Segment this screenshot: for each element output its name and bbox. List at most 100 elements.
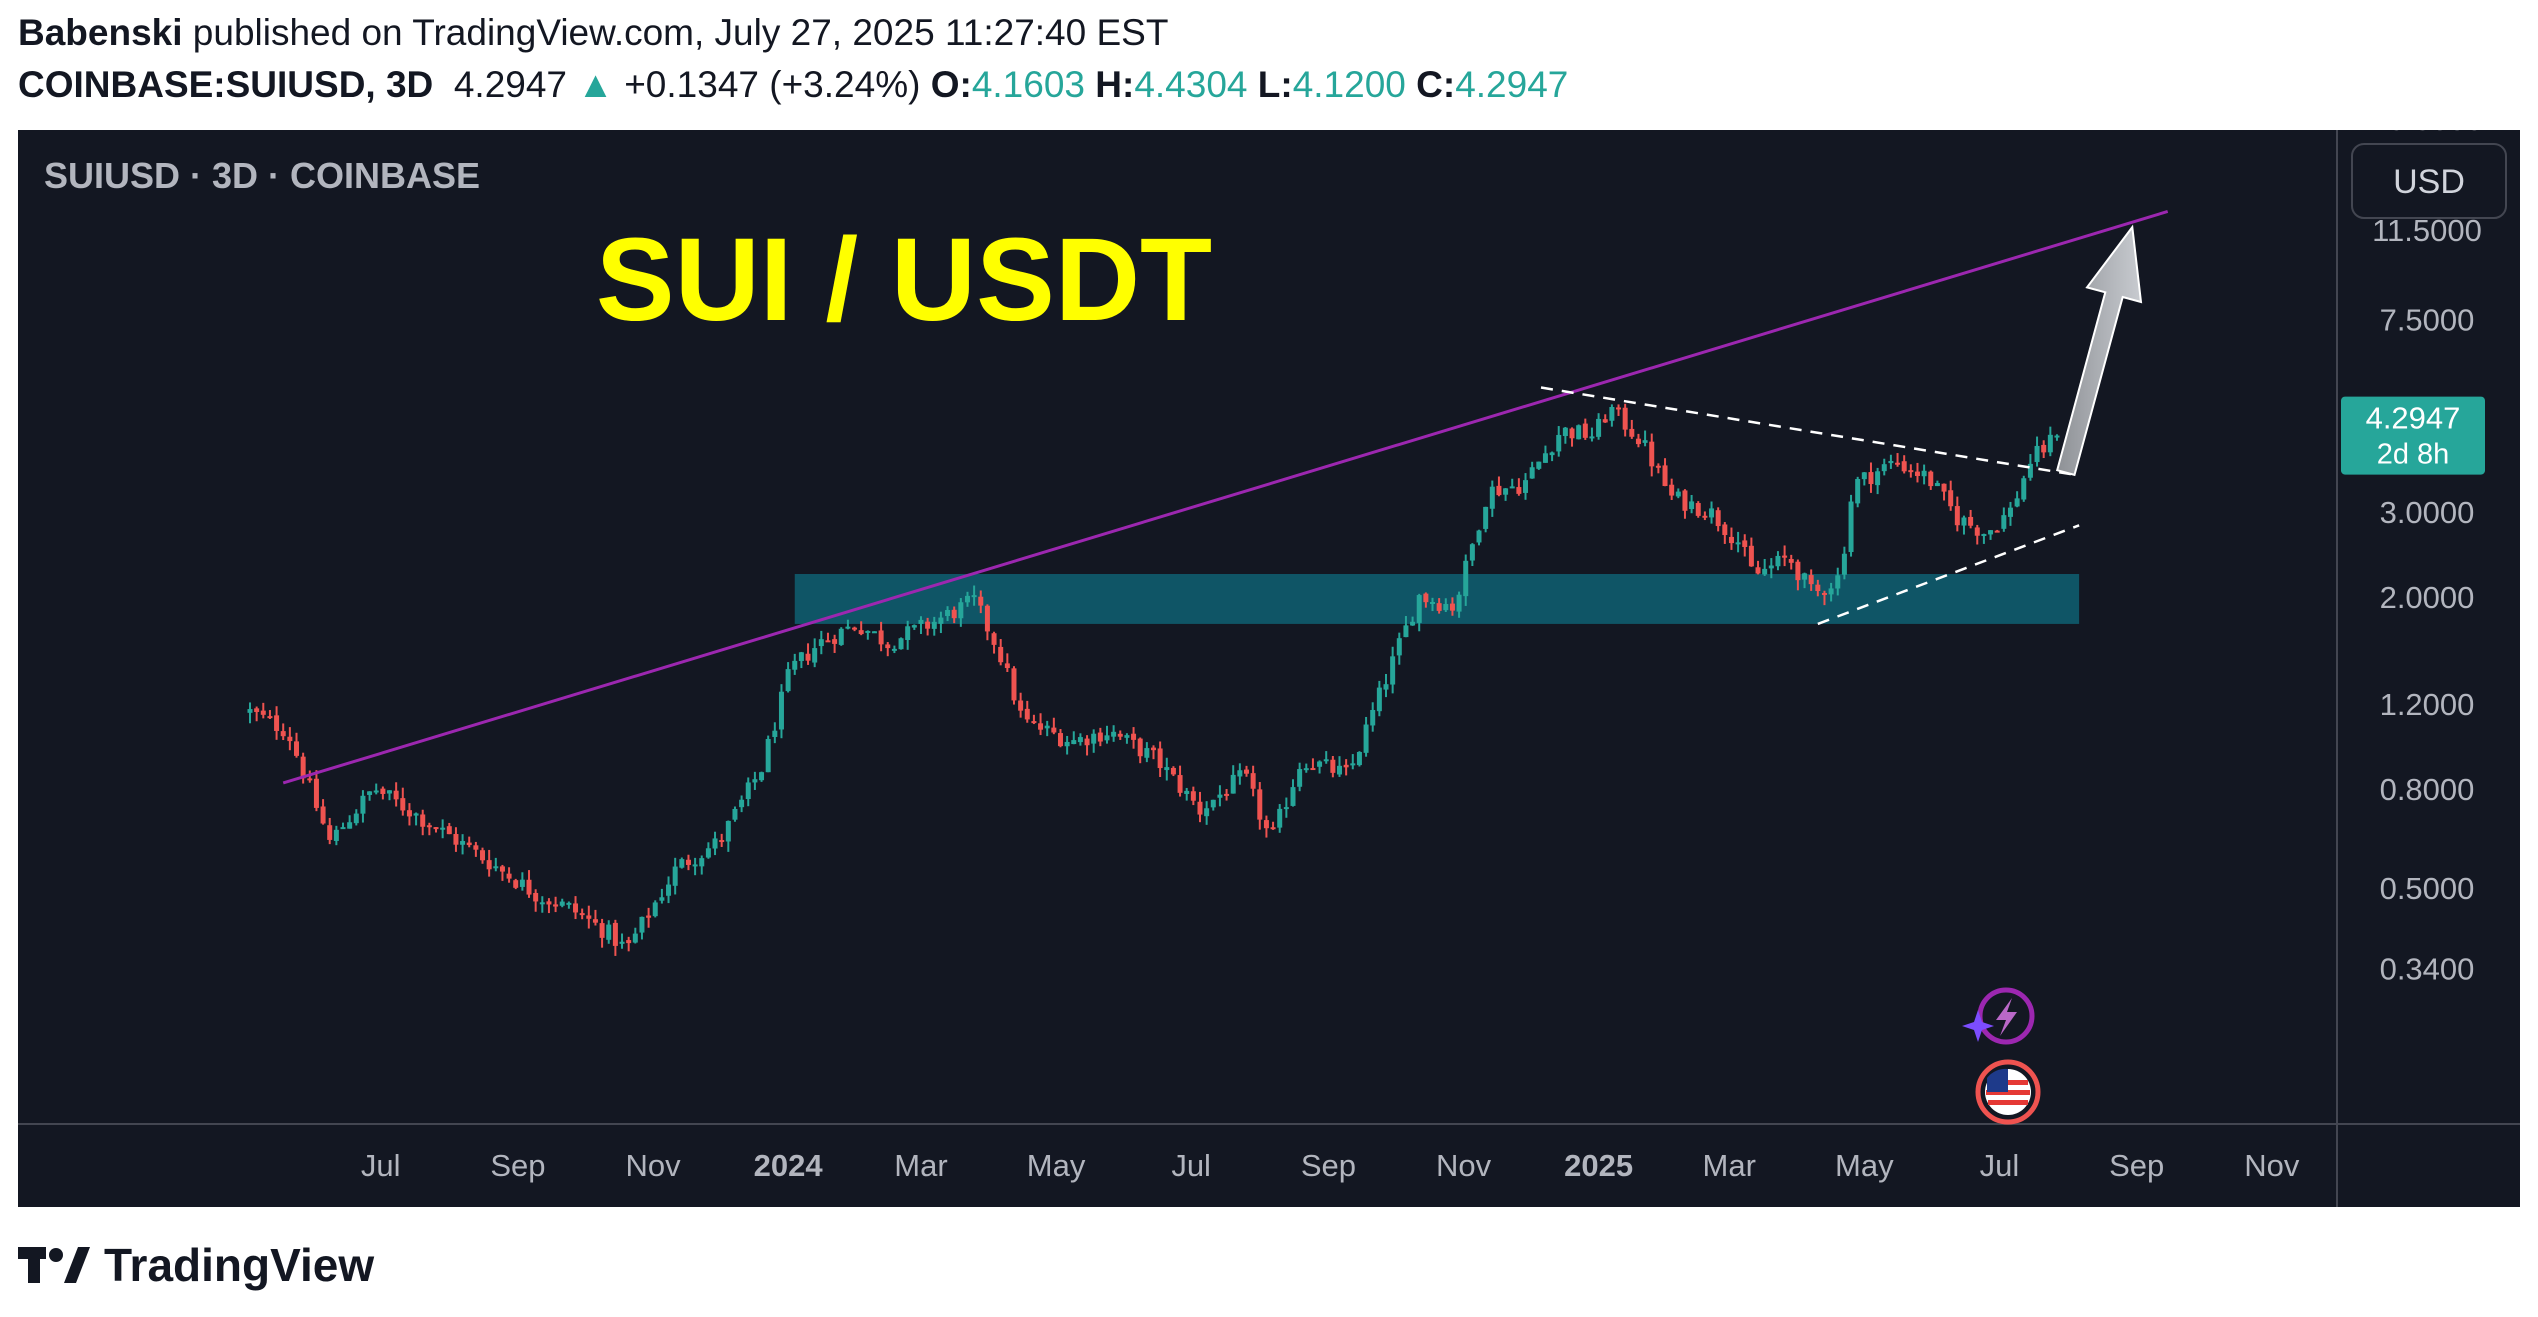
chart-panel[interactable]: SUIUSD · 3D · COINBASE SUI / USDT USD 19… [18, 130, 2520, 1207]
candle [984, 604, 990, 641]
published-text: published on TradingView.com, July 27, 2… [192, 12, 1169, 53]
candle [1629, 419, 1635, 439]
time-tick-label: Jul [1980, 1148, 2020, 1183]
candle [1649, 433, 1655, 477]
candle [931, 616, 937, 636]
candle [871, 631, 877, 634]
candle [1848, 494, 1854, 557]
candle [1835, 567, 1841, 596]
price-axis[interactable]: 19.5000 11.5000 7.5000 3.0000 2.0000 1.2000 0.… [2371, 130, 2483, 987]
candle [1456, 591, 1462, 618]
candle [440, 819, 446, 839]
candle [1330, 755, 1336, 778]
support-zone[interactable] [794, 574, 2080, 624]
candle [2041, 440, 2047, 459]
candle [1038, 713, 1044, 736]
candle [958, 598, 964, 627]
candle [1011, 666, 1017, 705]
price-tick-label: 19.5000 [2371, 130, 2483, 137]
candle [1018, 692, 1024, 718]
candle [612, 919, 618, 956]
candle [353, 809, 359, 826]
candle [1104, 725, 1110, 744]
current-price-tag-bg [2341, 396, 2485, 475]
candle [1303, 763, 1309, 773]
candle [1782, 545, 1788, 567]
time-tick-label: Sep [1301, 1148, 1356, 1183]
candle [1549, 451, 1555, 462]
candle [1024, 700, 1030, 723]
open-value: 4.1603 [971, 64, 1085, 105]
candle [274, 706, 280, 740]
candle [1934, 480, 1940, 487]
candle [320, 799, 326, 825]
candle [2054, 434, 2060, 441]
high-value: 4.4304 [1134, 64, 1248, 105]
time-tick-label: Nov [1436, 1148, 1492, 1183]
candle [1536, 461, 1542, 470]
candle [1410, 616, 1416, 626]
time-axis[interactable]: Jul Sep Nov 2024 Mar May Jul Sep Nov 2025 Mar May Ju… [361, 1148, 2300, 1183]
candle [294, 732, 300, 758]
candle [1204, 801, 1210, 825]
candle [1908, 464, 1914, 478]
resistance-trendline[interactable] [282, 209, 2169, 785]
last-price: 4.2947 [453, 64, 568, 105]
chart-svg[interactable]: SUIUSD · 3D · COINBASE SUI / USDT USD 19… [18, 130, 2520, 1207]
candle [945, 606, 951, 622]
us-flag-icon[interactable] [1975, 1059, 2041, 1125]
candle [466, 836, 472, 848]
candle [1576, 424, 1582, 440]
candle [785, 662, 791, 693]
candle [1582, 418, 1588, 440]
candle [599, 918, 605, 948]
candle [280, 723, 286, 741]
candle [1702, 511, 1708, 521]
candle [1277, 804, 1283, 833]
candle [646, 907, 652, 928]
candle [606, 920, 612, 944]
tradingview-logo[interactable]: TradingView [18, 1238, 374, 1292]
triangle-upper-line[interactable] [1540, 386, 2080, 477]
time-tick-label: 2024 [754, 1148, 824, 1183]
candle [971, 585, 977, 606]
candle [1662, 458, 1668, 487]
current-price-tag: 4.2947 2d 8h [2341, 396, 2485, 475]
lightning-icon[interactable] [1962, 987, 2035, 1045]
candle [247, 702, 253, 724]
projection-arrow[interactable] [2055, 224, 2143, 477]
candle [672, 857, 678, 895]
title-annotation[interactable]: SUI / USDT [596, 214, 1212, 346]
candle [759, 771, 765, 782]
candle [1157, 741, 1163, 777]
candle [413, 812, 419, 826]
triangle-lower-line[interactable] [1817, 524, 2080, 626]
candle [1350, 754, 1356, 770]
candle [1596, 413, 1602, 440]
chart-legend: SUIUSD · 3D · COINBASE [44, 155, 480, 196]
author-name[interactable]: Babenski [18, 12, 183, 53]
candle [1802, 572, 1808, 589]
candle [1210, 799, 1216, 811]
candle [1669, 478, 1675, 500]
candle [1064, 735, 1070, 755]
candle [1768, 558, 1774, 579]
candle [911, 624, 917, 630]
candle [307, 770, 313, 783]
candle [685, 854, 691, 871]
currency-button[interactable] [2351, 143, 2507, 219]
candle [1914, 462, 1920, 483]
candle [1004, 653, 1010, 673]
candle [652, 900, 658, 918]
close-value: 4.2947 [1455, 64, 1569, 105]
candle [313, 770, 319, 812]
candle [1715, 507, 1721, 532]
candle [1742, 534, 1748, 557]
candle [1356, 751, 1362, 767]
candle [1283, 797, 1289, 818]
symbol-info-line: COINBASE:SUIUSD, 3D 4.2947 ▲ +0.1347 (+3… [18, 64, 1568, 106]
candle [1124, 733, 1130, 744]
candle [1430, 597, 1436, 612]
candle [1722, 522, 1728, 544]
zone-layer [794, 574, 2080, 624]
